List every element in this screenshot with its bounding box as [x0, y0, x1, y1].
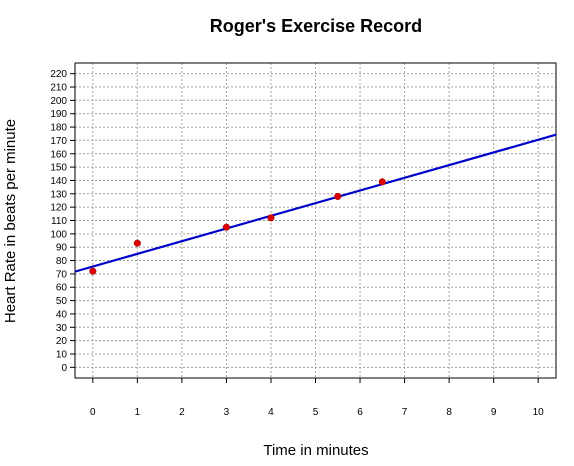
- x-tick-label: 5: [313, 407, 319, 418]
- y-tick-label: 0: [61, 363, 67, 374]
- fit-line-group: [74, 133, 557, 273]
- x-tick-label: 7: [402, 407, 408, 418]
- x-tick-label: 0: [90, 407, 96, 418]
- y-tick-label: 130: [50, 189, 67, 200]
- y-tick-label: 30: [56, 323, 68, 334]
- y-tick-label: 200: [50, 96, 67, 107]
- y-tick-label: 160: [50, 149, 67, 160]
- y-tick-label: 220: [50, 69, 67, 80]
- y-tick-label: 60: [56, 283, 68, 294]
- fit-line: [74, 133, 557, 273]
- data-point: [89, 267, 97, 275]
- y-tick-label: 90: [56, 243, 68, 254]
- y-tick-label: 180: [50, 123, 67, 134]
- data-points: [89, 178, 386, 275]
- y-tick-label: 80: [56, 256, 68, 267]
- y-tick-label: 190: [50, 109, 67, 120]
- data-point: [267, 214, 275, 222]
- y-tick-label: 210: [50, 83, 67, 94]
- x-tick-label: 1: [135, 407, 141, 418]
- chart-title: Roger's Exercise Record: [210, 16, 422, 36]
- y-tick-label: 120: [50, 203, 67, 214]
- y-tick-label: 150: [50, 163, 67, 174]
- y-tick-label: 140: [50, 176, 67, 187]
- data-point: [222, 223, 230, 231]
- y-tick-label: 70: [56, 269, 68, 280]
- y-tick-label: 40: [56, 309, 68, 320]
- data-point: [133, 239, 141, 247]
- x-tick-label: 4: [268, 407, 274, 418]
- data-point: [378, 178, 386, 186]
- x-axis: 0 1 2 3 4 5 6 7 8 9 10: [90, 378, 544, 418]
- y-axis-label: Heart Rate in beats per minute: [2, 119, 19, 323]
- y-axis: 0 10 20 30 40 50 60 70 80 90 100 110 120 130 140 150 160…: [50, 69, 75, 374]
- y-tick-label: 50: [56, 296, 68, 307]
- data-point: [334, 192, 342, 201]
- y-tick-label: 170: [50, 136, 67, 147]
- x-tick-label: 9: [491, 407, 497, 418]
- x-tick-label: 10: [533, 407, 545, 418]
- grid: [75, 63, 556, 378]
- x-tick-label: 3: [224, 407, 230, 418]
- y-tick-label: 110: [51, 216, 67, 227]
- x-tick-label: 8: [446, 407, 452, 418]
- y-tick-label: 20: [56, 336, 68, 347]
- x-tick-label: 2: [179, 407, 185, 418]
- x-axis-label: Time in minutes: [263, 442, 368, 459]
- y-tick-label: 100: [50, 229, 67, 240]
- y-tick-label: 10: [56, 349, 68, 360]
- x-tick-label: 6: [357, 407, 363, 418]
